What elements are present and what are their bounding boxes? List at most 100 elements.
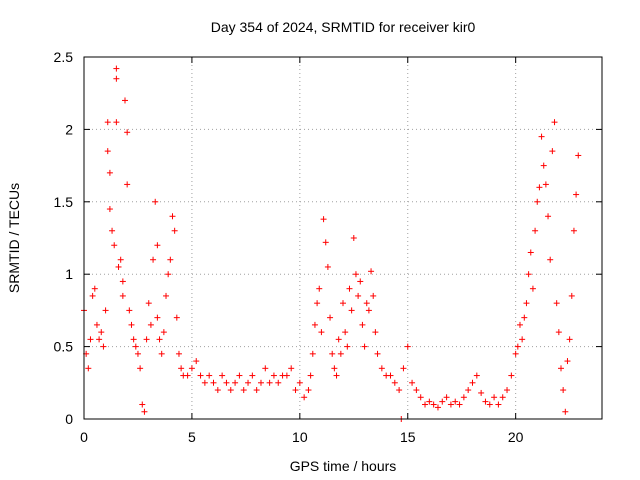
data-point (508, 372, 515, 379)
data-point (365, 307, 372, 314)
data-point (570, 227, 577, 234)
data-point (104, 148, 111, 155)
grid-lines (84, 57, 602, 419)
data-point (549, 148, 556, 155)
data-point (555, 329, 562, 336)
data-point (89, 292, 96, 299)
data-point (160, 329, 167, 336)
data-point (236, 372, 243, 379)
data-point (266, 379, 273, 386)
data-point (413, 387, 420, 394)
data-point (119, 278, 126, 285)
data-point (469, 379, 476, 386)
data-point (342, 329, 349, 336)
data-point (150, 256, 157, 263)
data-point (430, 401, 437, 408)
data-point (305, 387, 312, 394)
data-point (557, 365, 564, 372)
data-point (167, 256, 174, 263)
data-point (113, 65, 120, 72)
data-point (137, 365, 144, 372)
data-point (245, 379, 252, 386)
data-point (521, 314, 528, 321)
data-point (147, 321, 154, 328)
data-point (378, 365, 385, 372)
data-point (253, 387, 260, 394)
data-point (85, 365, 92, 372)
data-point (154, 242, 161, 249)
data-point (486, 401, 493, 408)
data-point (184, 372, 191, 379)
y-tick-label: 2 (65, 121, 73, 137)
data-point (188, 365, 195, 372)
data-point (309, 350, 316, 357)
data-point (283, 372, 290, 379)
data-point (171, 227, 178, 234)
x-tick-label: 0 (80, 429, 88, 445)
y-tick-label: 0.5 (54, 339, 74, 355)
data-point (262, 365, 269, 372)
data-point (232, 379, 239, 386)
data-point (145, 300, 152, 307)
data-point (109, 227, 116, 234)
chart-title: Day 354 of 2024, SRMTID for receiver kir… (211, 19, 476, 35)
data-point (124, 129, 131, 136)
data-point (422, 401, 429, 408)
data-point (210, 379, 217, 386)
data-point (141, 408, 148, 415)
y-tick-label: 2.5 (54, 49, 74, 65)
data-point (564, 358, 571, 365)
data-point (560, 387, 567, 394)
data-point (139, 401, 146, 408)
data-point (525, 271, 532, 278)
data-point (566, 336, 573, 343)
data-point (173, 314, 180, 321)
data-point (201, 379, 208, 386)
data-point (324, 263, 331, 270)
data-point (456, 401, 463, 408)
data-point (93, 321, 100, 328)
data-point (270, 372, 277, 379)
axis-ticks: 0 5 10 15 20 0 0.5 1 1.5 2 2.5 (54, 49, 602, 445)
data-point (540, 162, 547, 169)
data-point (311, 321, 318, 328)
data-point (545, 213, 552, 220)
data-point (482, 398, 489, 405)
plot-frame (83, 56, 603, 420)
data-point (113, 119, 120, 126)
data-point (562, 408, 569, 415)
data-point (534, 198, 541, 205)
data-point (443, 394, 450, 401)
data-point (106, 169, 113, 176)
data-point (514, 343, 521, 350)
data-point (331, 365, 338, 372)
data-point (434, 404, 441, 411)
data-point (301, 394, 308, 401)
data-point (132, 343, 139, 350)
data-point (119, 292, 126, 299)
data-point (327, 314, 334, 321)
data-point (491, 394, 498, 401)
data-point (553, 300, 560, 307)
data-point (115, 263, 122, 270)
data-point (122, 97, 129, 104)
data-point (551, 119, 558, 126)
data-point (547, 256, 554, 263)
data-point (169, 213, 176, 220)
data-point (387, 372, 394, 379)
data-point (532, 227, 539, 234)
data-point (355, 292, 362, 299)
data-point (156, 336, 163, 343)
data-point (573, 191, 580, 198)
data-point (98, 329, 105, 336)
data-point (512, 350, 519, 357)
data-point (329, 350, 336, 357)
data-point (447, 401, 454, 408)
data-point (316, 285, 323, 292)
data-point (143, 336, 150, 343)
data-point (320, 216, 327, 223)
data-point (519, 336, 526, 343)
data-point (404, 343, 411, 350)
data-point (452, 398, 459, 405)
data-point (165, 271, 172, 278)
